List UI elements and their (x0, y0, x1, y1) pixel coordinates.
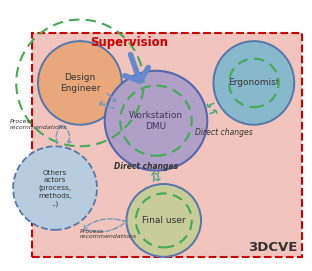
Text: Ergonomist: Ergonomist (228, 78, 280, 88)
Text: Supervision: Supervision (90, 36, 168, 49)
Ellipse shape (105, 71, 207, 170)
Ellipse shape (213, 41, 294, 125)
Ellipse shape (38, 41, 122, 125)
Text: Workstation
DMU: Workstation DMU (129, 111, 183, 131)
Text: 3DCVE: 3DCVE (248, 241, 297, 254)
Text: Direct changes: Direct changes (195, 128, 253, 137)
Ellipse shape (126, 184, 201, 257)
Text: Direct changes: Direct changes (114, 162, 178, 171)
Text: Others
actors
(process,
methods,
..): Others actors (process, methods, ..) (38, 170, 72, 207)
FancyBboxPatch shape (32, 33, 302, 257)
Text: Final user: Final user (142, 216, 186, 225)
Text: Process
recommendations: Process recommendations (10, 119, 67, 130)
Text: Design
Engineer: Design Engineer (60, 73, 100, 93)
Text: Process
recommendations: Process recommendations (80, 228, 137, 239)
Ellipse shape (13, 146, 97, 230)
